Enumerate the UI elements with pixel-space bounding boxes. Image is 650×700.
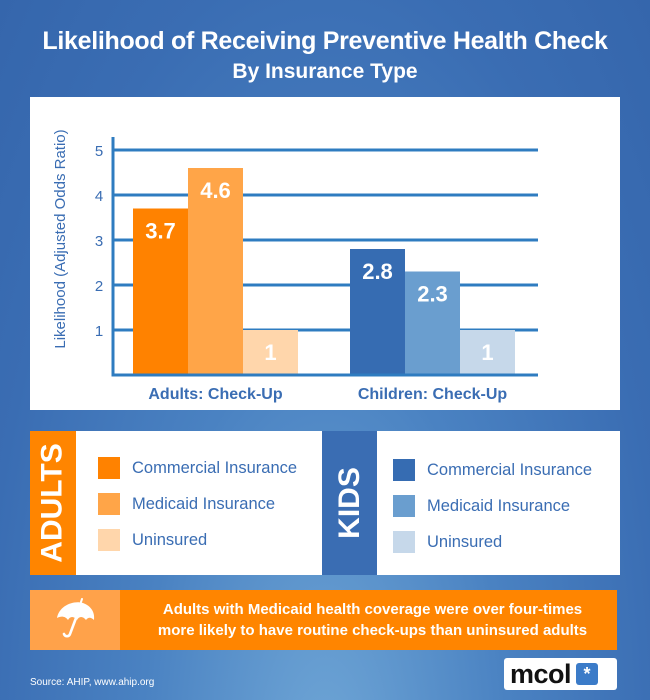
chart-title-line2: By Insurance Type bbox=[232, 60, 418, 83]
bar bbox=[350, 249, 405, 375]
legend-swatch bbox=[98, 493, 120, 515]
chart-title-line1: Likelihood of Receiving Preventive Healt… bbox=[42, 27, 608, 55]
logo-text: mcol bbox=[510, 659, 572, 689]
callout-line1: Adults with Medicaid health coverage wer… bbox=[162, 601, 583, 618]
legend-label: Uninsured bbox=[132, 530, 208, 549]
bar-value-label: 2.3 bbox=[417, 282, 448, 307]
adults-legend: Commercial Insurance Medicaid Insurance … bbox=[76, 431, 322, 575]
y-tick-label: 1 bbox=[95, 323, 103, 340]
legend-label: Medicaid Insurance bbox=[427, 496, 571, 515]
legend-label: Commercial Insurance bbox=[427, 460, 593, 479]
kids-legend-tab: KIDS bbox=[322, 431, 377, 575]
umbrella-icon bbox=[30, 590, 120, 650]
legend-swatch bbox=[393, 531, 415, 553]
adults-tab-label: ADULTS bbox=[36, 443, 69, 563]
bar bbox=[243, 330, 298, 375]
legend-label: Uninsured bbox=[427, 532, 503, 551]
adults-legend-tab: ADULTS bbox=[30, 431, 76, 575]
x-category-label: Adults: Check-Up bbox=[148, 386, 282, 403]
legend-label: Commercial Insurance bbox=[132, 458, 298, 477]
y-axis-label: Likelihood (Adjusted Odds Ratio) bbox=[52, 129, 69, 348]
bar-value-label: 4.6 bbox=[200, 178, 231, 203]
legend-item: Uninsured bbox=[393, 531, 502, 553]
logo-asterisk-icon: * bbox=[576, 663, 599, 685]
x-category-label: Children: Check-Up bbox=[358, 386, 508, 403]
callout-line2: more likely to have routine check-ups th… bbox=[157, 622, 588, 639]
kids-tab-label: KIDS bbox=[332, 467, 366, 539]
mcol-logo: mcol * bbox=[504, 658, 617, 690]
kids-legend: Commercial Insurance Medicaid Insurance … bbox=[377, 431, 620, 575]
legend-swatch bbox=[393, 495, 415, 517]
legend-item: Medicaid Insurance bbox=[393, 495, 570, 517]
legend-item: Medicaid Insurance bbox=[98, 493, 275, 515]
legend-swatch bbox=[98, 529, 120, 551]
bar bbox=[188, 168, 243, 375]
legend-swatch bbox=[98, 457, 120, 479]
source-note: Source: AHIP, www.ahip.org bbox=[30, 677, 155, 688]
bar-value-label: 3.7 bbox=[145, 219, 176, 244]
legend-item: Commercial Insurance bbox=[393, 459, 592, 481]
y-tick-label: 4 bbox=[95, 188, 103, 205]
bar bbox=[133, 208, 188, 375]
y-tick-label: 3 bbox=[95, 233, 103, 250]
chart-panel: Likelihood (Adjusted Odds Ratio) 3.7 4.6 1… bbox=[30, 97, 620, 410]
bar-value-label: 1 bbox=[264, 340, 276, 365]
legend-swatch bbox=[393, 459, 415, 481]
legend-item: Commercial Insurance bbox=[98, 457, 297, 479]
bar-value-label: 2.8 bbox=[362, 259, 393, 284]
bar-value-label: 1 bbox=[481, 340, 493, 365]
legend-item: Uninsured bbox=[98, 529, 207, 551]
legend-label: Medicaid Insurance bbox=[132, 494, 276, 513]
bar-chart: Likelihood (Adjusted Odds Ratio) 3.7 4.6 1… bbox=[52, 129, 538, 403]
y-tick-label: 5 bbox=[95, 143, 103, 160]
callout-banner: Adults with Medicaid health coverage wer… bbox=[30, 590, 617, 650]
bar bbox=[460, 330, 515, 375]
bar bbox=[405, 271, 460, 375]
y-tick-label: 2 bbox=[95, 278, 103, 295]
callout-text: Adults with Medicaid health coverage wer… bbox=[130, 599, 615, 641]
